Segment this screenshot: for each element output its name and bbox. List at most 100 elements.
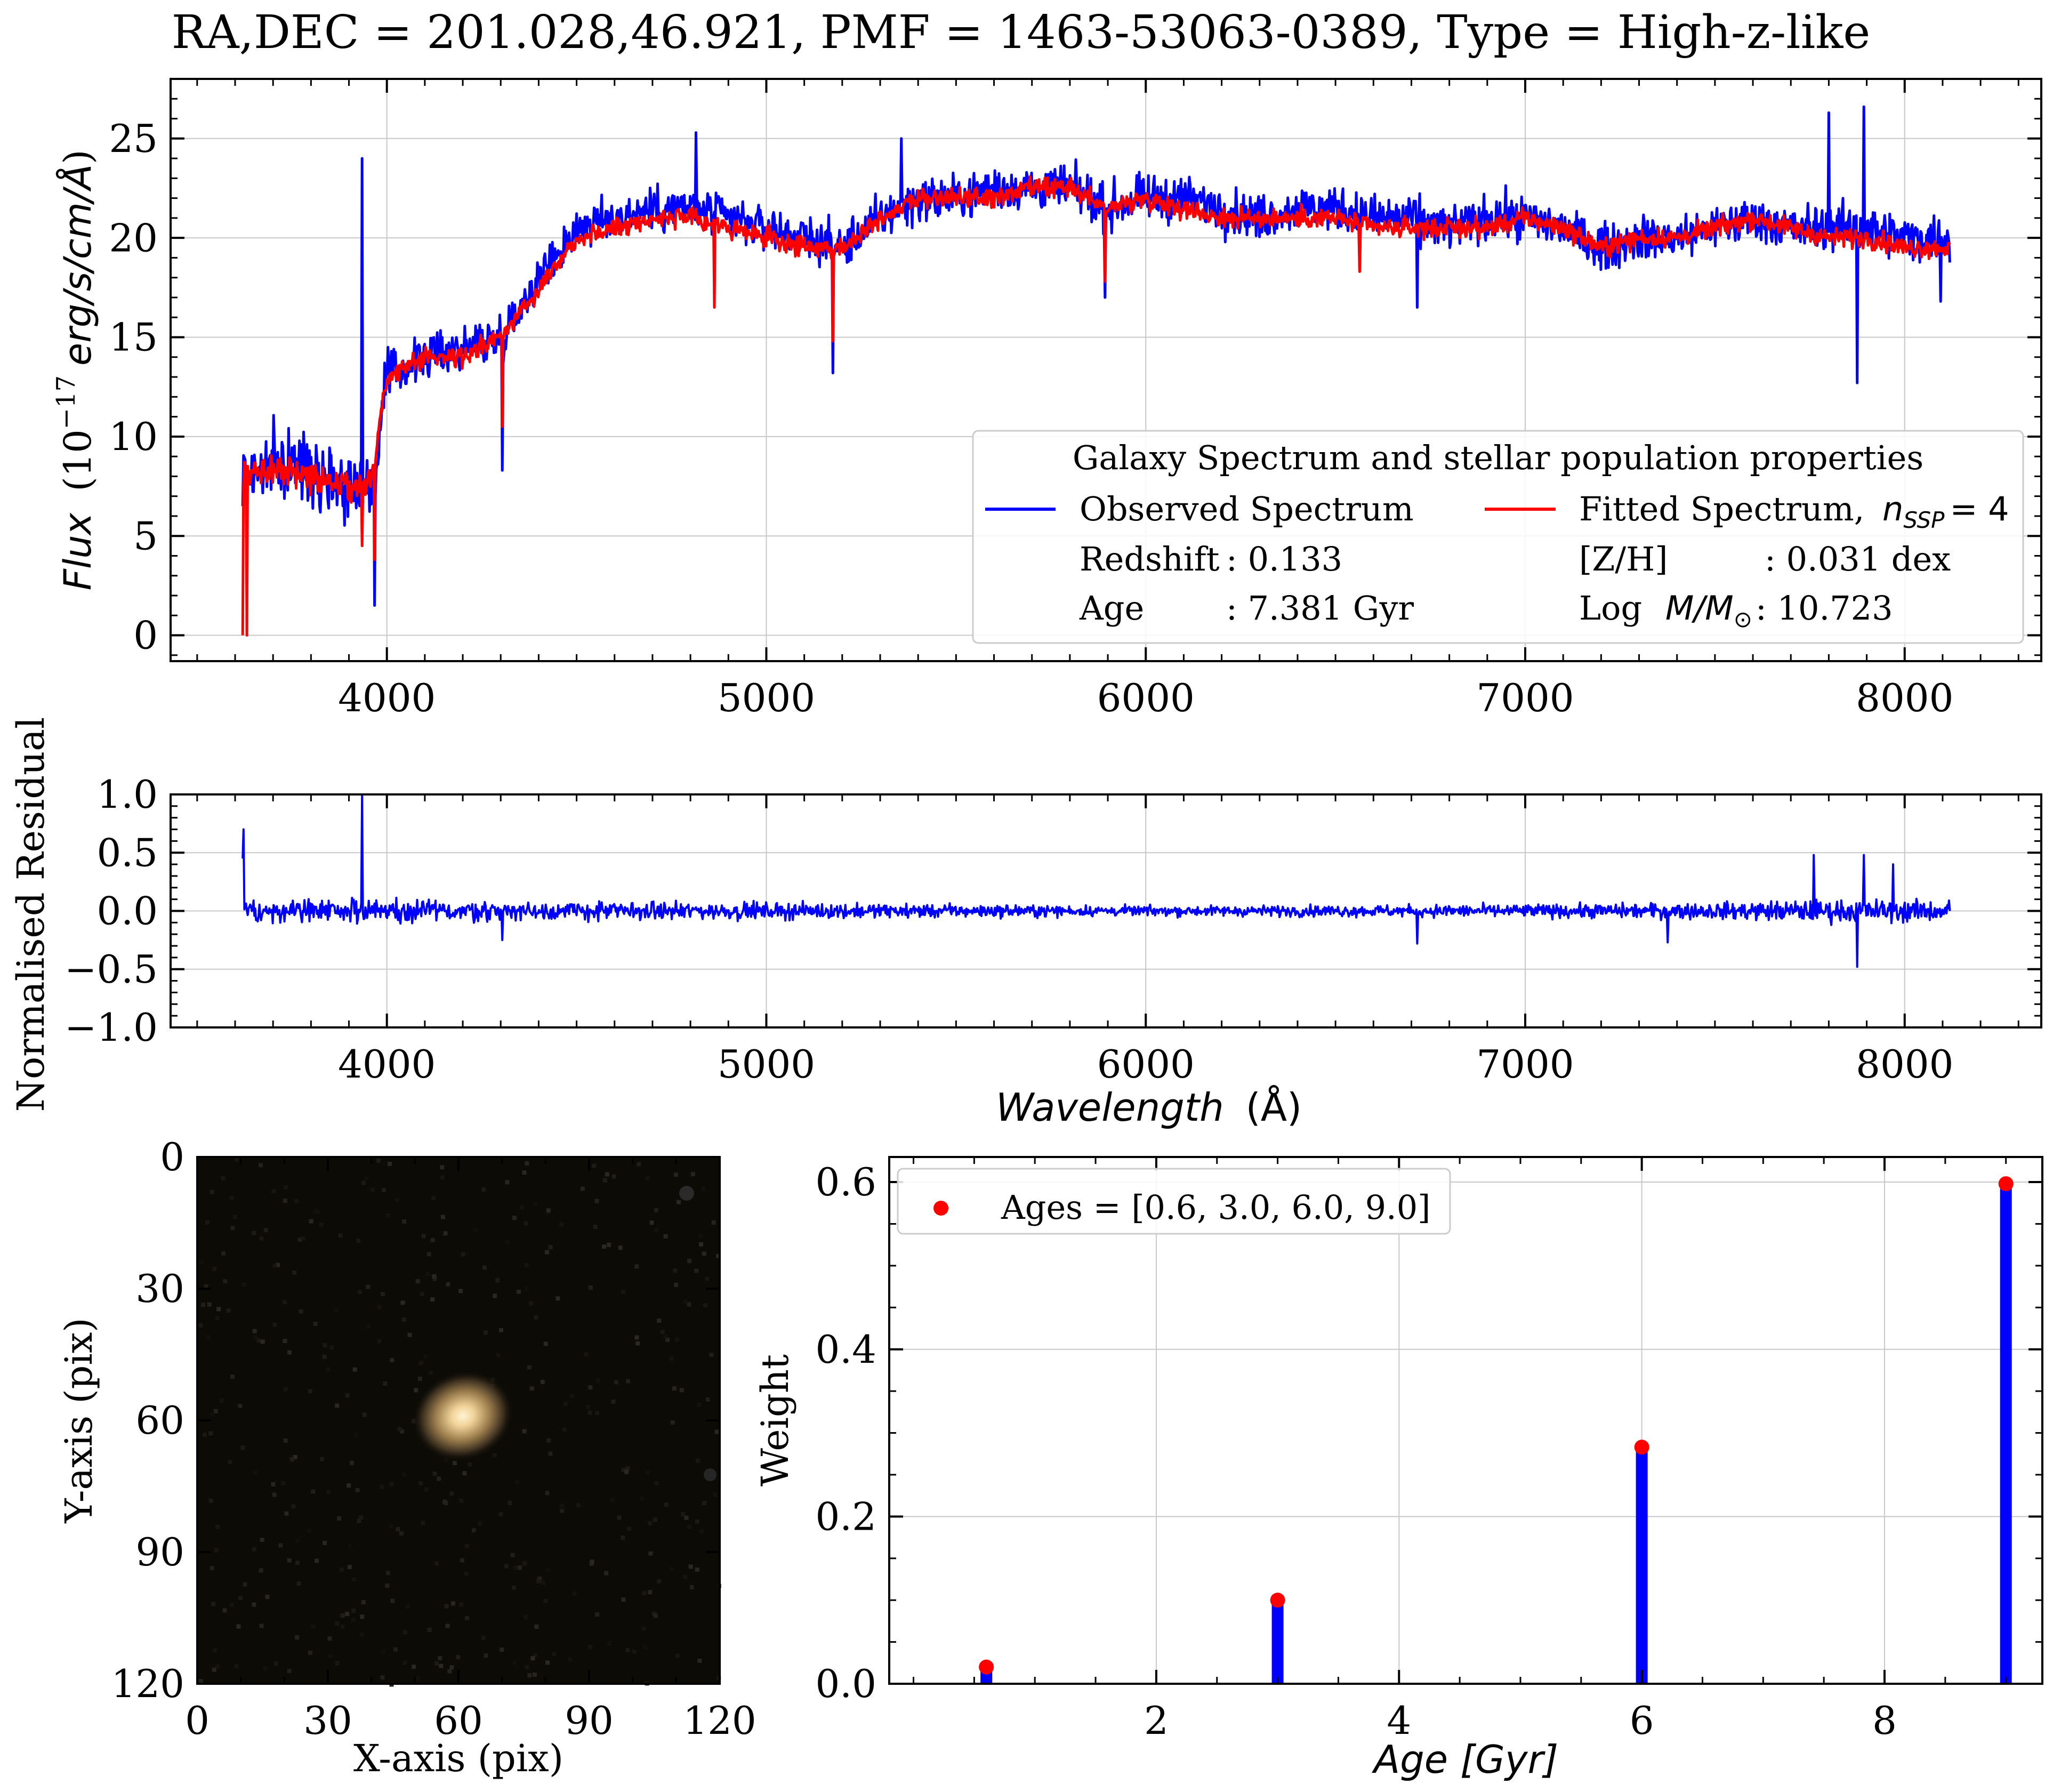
y-tick-label: 0 <box>133 613 158 658</box>
image-noise-pixel <box>283 1199 287 1203</box>
image-noise-pixel <box>452 1461 457 1466</box>
image-noise-pixel <box>402 1472 407 1477</box>
image-noise-pixel <box>320 1457 325 1461</box>
image-noise-pixel <box>533 1653 537 1658</box>
image-noise-pixel <box>642 1591 647 1596</box>
image-noise-pixel <box>552 1652 557 1657</box>
image-noise-pixel <box>432 1276 437 1281</box>
flux-unit-exponent: −17 <box>51 375 81 429</box>
image-noise-pixel <box>699 1529 704 1533</box>
x-tick-label: 8000 <box>1856 676 1953 720</box>
weights-axes-frame <box>888 1156 2043 1685</box>
image-noise-pixel <box>670 1420 675 1425</box>
y-tick-label: 0.0 <box>96 889 158 934</box>
image-noise-pixel <box>563 1402 568 1407</box>
weight-point <box>979 1659 994 1675</box>
image-noise-pixel <box>212 1267 217 1272</box>
image-noise-pixel <box>252 1231 256 1235</box>
image-noise-pixel <box>524 1263 529 1267</box>
image-noise-pixel <box>505 1180 510 1185</box>
image-noise-pixel <box>205 1220 210 1225</box>
image-noise-pixel <box>215 1316 220 1321</box>
image-noise-pixel <box>221 1251 226 1256</box>
legend-mass-value: : 10.723 <box>1756 589 1893 628</box>
image-noise-pixel <box>676 1200 681 1204</box>
image-noise-pixel <box>663 1334 667 1339</box>
image-noise-pixel <box>360 1614 365 1619</box>
image-noise-pixel <box>415 1279 420 1284</box>
image-noise-pixel <box>702 1501 707 1505</box>
x-tick-label: 60 <box>434 1698 483 1743</box>
image-noise-pixel <box>627 1526 631 1531</box>
spectrum-y-label: Flux (10−17 erg/s/cm/Å) <box>51 150 100 591</box>
weights-legend: Ages = [0.6, 3.0, 6.0, 9.0] <box>897 1168 1451 1235</box>
legend-fitted-text: Fitted Spectrum, <box>1579 489 1864 528</box>
image-noise-pixel <box>512 1216 517 1220</box>
image-noise-pixel <box>534 1315 538 1320</box>
x-tick-label: 4 <box>1387 1698 1411 1743</box>
image-noise-pixel <box>329 1345 334 1350</box>
image-noise-pixel <box>419 1361 423 1365</box>
image-noise-pixel <box>560 1503 565 1508</box>
image-noise-pixel <box>471 1528 476 1533</box>
image-noise-pixel <box>359 1515 364 1520</box>
image-noise-pixel <box>520 1205 525 1210</box>
observed-spectrum-line <box>241 105 1951 607</box>
image-noise-pixel <box>421 1521 425 1525</box>
image-noise-pixel <box>424 1487 429 1492</box>
image-noise-pixel <box>400 1300 405 1305</box>
image-noise-pixel <box>212 1648 217 1653</box>
image-noise-pixel <box>674 1282 679 1287</box>
weight-point <box>1270 1593 1285 1608</box>
image-noise-pixel <box>646 1470 650 1475</box>
image-noise-pixel <box>584 1352 589 1356</box>
image-noise-pixel <box>396 1527 400 1531</box>
flux-unit-close: ) <box>56 150 100 164</box>
image-noise-pixel <box>273 1661 278 1666</box>
image-noise-pixel <box>705 1276 710 1281</box>
image-noise-pixel <box>593 1225 598 1229</box>
image-noise-pixel <box>687 1524 691 1529</box>
image-noise-pixel <box>648 1590 653 1595</box>
image-noise-pixel <box>238 1596 243 1600</box>
image-noise-pixel <box>595 1410 599 1415</box>
image-noise-pixel <box>478 1521 482 1526</box>
image-noise-pixel <box>430 1297 435 1302</box>
image-noise-pixel <box>272 1322 277 1327</box>
image-noise-pixel <box>393 1647 398 1652</box>
image-noise-pixel <box>432 1472 437 1476</box>
image-noise-pixel <box>714 1429 719 1434</box>
image-noise-pixel <box>689 1585 694 1589</box>
image-x-label: X-axis (pix) <box>353 1737 563 1780</box>
image-noise-pixel <box>208 1498 213 1503</box>
image-noise-pixel <box>252 1602 256 1607</box>
image-noise-pixel <box>673 1268 678 1273</box>
image-noise-pixel <box>545 1211 550 1216</box>
weight-bar <box>1636 1447 1648 1684</box>
image-noise-pixel <box>543 1341 548 1346</box>
wavelength-label: Wavelength <box>996 1085 1224 1130</box>
flux-unit-text: erg/s/cm/Å <box>56 164 100 366</box>
image-noise-pixel <box>371 1187 375 1192</box>
y-tick-label: 0.0 <box>815 1661 876 1706</box>
image-noise-pixel <box>271 1189 276 1194</box>
image-noise-pixel <box>654 1208 659 1212</box>
x-tick-label: 2 <box>1144 1698 1169 1743</box>
legend-metallicity-value: : 0.031 dex <box>1765 540 1951 578</box>
image-noise-pixel <box>530 1656 535 1661</box>
image-noise-pixel <box>236 1624 241 1629</box>
image-noise-pixel <box>301 1236 306 1241</box>
image-noise-pixel <box>546 1568 551 1573</box>
residual-ticks: 4000 5000 6000 7000 8000 −1.0 −0.5 0.0 0.5 1.0 <box>65 772 2041 1087</box>
image-noise-pixel <box>260 1537 264 1542</box>
image-noise-pixel <box>282 1300 287 1305</box>
image-noise-pixel <box>637 1162 641 1167</box>
image-noise-pixel <box>540 1379 545 1384</box>
image-noise-pixel <box>211 1602 216 1606</box>
image-noise-pixel <box>348 1544 352 1549</box>
weight-point <box>1998 1176 2014 1192</box>
image-noise-pixel <box>461 1252 465 1257</box>
image-noise-pixel <box>309 1219 313 1224</box>
image-noise-pixel <box>709 1353 714 1357</box>
image-noise-pixel <box>533 1672 537 1677</box>
